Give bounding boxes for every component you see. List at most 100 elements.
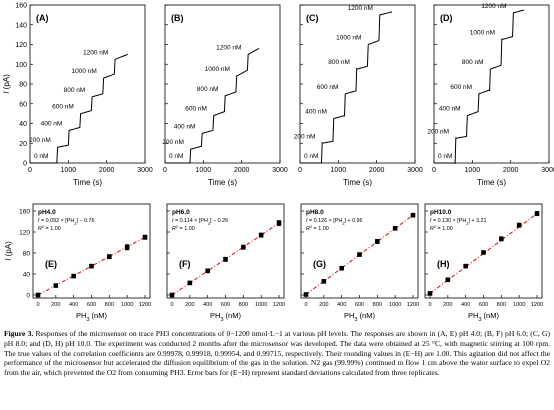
concentration-annotation: 1200 nM xyxy=(348,5,373,12)
y-tick-label: 160 xyxy=(15,3,27,10)
x-tick-label: 200 xyxy=(185,302,194,308)
data-point xyxy=(463,263,468,269)
x-axis-label: Time (s) xyxy=(343,178,372,187)
data-point xyxy=(339,265,344,271)
x-tick-label: 600 xyxy=(87,302,96,308)
x-tick-label: 3000 xyxy=(272,167,288,174)
concentration-annotation: 0 nM xyxy=(169,153,183,160)
data-point xyxy=(303,292,309,297)
figure-caption: Figure 3. Responses of the microsensor o… xyxy=(4,329,550,378)
x-axis-label: Time (s) xyxy=(477,178,506,187)
concentration-annotation: 400 nM xyxy=(41,120,63,127)
y-tick-label: 80 xyxy=(23,251,31,258)
concentration-annotation: 600 nM xyxy=(52,104,74,111)
regression-equation: I = 0.126 × [PH3] + 0.96 xyxy=(306,218,363,226)
data-point xyxy=(142,234,148,240)
x-tick-label: 400 xyxy=(337,302,346,308)
data-point xyxy=(534,211,540,216)
x-tick-label: 1000 xyxy=(331,167,347,174)
data-point xyxy=(258,232,264,238)
x-tick-label: 1000 xyxy=(196,167,212,174)
panel-label: (D) xyxy=(440,13,453,23)
y-axis-label: I (pA) xyxy=(2,74,11,94)
data-point xyxy=(205,268,210,274)
x-tick-label: 2000 xyxy=(99,167,115,174)
data-point xyxy=(187,280,193,286)
data-point xyxy=(71,273,76,279)
x-tick-label: 3000 xyxy=(137,167,153,174)
x-tick-label: 1200 xyxy=(407,302,419,308)
condition-label: pH6.0 xyxy=(172,209,190,216)
x-axis-label: PH3 (nM) xyxy=(344,311,375,323)
concentration-annotation: 1200 nM xyxy=(83,49,108,56)
x-axis-label: Time (s) xyxy=(73,178,102,187)
concentration-annotation: 600 nM xyxy=(185,106,207,113)
x-tick-label: 3000 xyxy=(407,167,423,174)
x-tick-label: 400 xyxy=(461,302,470,308)
x-tick-label: 1000 xyxy=(389,302,401,308)
x-tick-label: 600 xyxy=(221,302,230,308)
y-tick-label: 120 xyxy=(15,42,27,49)
x-tick-label: 800 xyxy=(497,302,506,308)
data-point xyxy=(427,291,433,296)
condition-label: pH8.0 xyxy=(306,209,324,216)
x-tick-label: 1000 xyxy=(513,302,525,308)
x-tick-label: 800 xyxy=(373,302,382,308)
data-point xyxy=(124,244,130,250)
y-axis-label: I (pA) xyxy=(4,241,13,261)
data-point xyxy=(89,263,94,269)
response-trace xyxy=(300,11,393,164)
x-axis-label: PH3 (nM) xyxy=(210,311,241,323)
concentration-annotation: 0 nM xyxy=(34,153,48,160)
x-tick-label: 600 xyxy=(479,302,488,308)
concentration-annotation: 400 nM xyxy=(305,109,327,116)
y-tick-label: 20 xyxy=(19,141,27,148)
y-tick-label: 0 xyxy=(23,161,27,168)
concentration-annotation: 800 nM xyxy=(197,86,219,93)
condition-label: pH4.0 xyxy=(38,209,56,216)
panel-label: (E) xyxy=(45,259,57,269)
concentration-annotation: 800 nM xyxy=(64,87,86,94)
data-point xyxy=(499,236,504,242)
x-tick-label: 200 xyxy=(443,302,452,308)
x-tick-label: 800 xyxy=(105,302,114,308)
concentration-annotation: 0 nM xyxy=(304,153,318,160)
regression-equation: I = 0.130 × [PH3] + 3.21 xyxy=(430,218,487,226)
y-tick-label: 160 xyxy=(19,209,30,216)
panel-label: (A) xyxy=(36,13,49,23)
data-point xyxy=(481,250,486,255)
x-axis-label: PH3 (nM) xyxy=(468,311,499,323)
x-tick-label: 400 xyxy=(69,302,78,308)
x-tick-label: 1200 xyxy=(139,302,151,308)
x-tick-label: 0 xyxy=(163,167,167,174)
x-axis-label: Time (s) xyxy=(208,178,237,187)
r-squared: R2 = 1.00 xyxy=(38,224,61,233)
x-tick-label: 2000 xyxy=(234,167,250,174)
x-tick-label: 1000 xyxy=(465,167,481,174)
x-tick-label: 1200 xyxy=(531,302,543,308)
x-tick-label: 0 xyxy=(428,302,431,308)
x-tick-label: 0 xyxy=(28,167,32,174)
data-point xyxy=(241,244,246,250)
x-tick-label: 2000 xyxy=(369,167,385,174)
x-tick-label: 0 xyxy=(298,167,302,174)
concentration-annotation: 1200 nM xyxy=(216,44,241,51)
panel-label: (F) xyxy=(179,259,191,269)
r-squared: R2 = 1.00 xyxy=(430,224,453,233)
x-tick-label: 2000 xyxy=(503,167,519,174)
concentration-annotation: 200 nM xyxy=(427,128,449,135)
data-point xyxy=(516,222,522,228)
x-tick-label: 600 xyxy=(355,302,364,308)
data-point xyxy=(357,252,362,257)
y-tick-label: 60 xyxy=(19,101,27,108)
r-squared: R2 = 1.00 xyxy=(172,224,195,233)
regression-equation: I = 0.114 × [PH3] − 0.26 xyxy=(172,218,228,226)
concentration-annotation: 400 nM xyxy=(174,123,196,130)
concentration-annotation: 200 nM xyxy=(294,133,316,140)
x-tick-label: 200 xyxy=(51,302,60,308)
x-tick-label: 400 xyxy=(203,302,212,308)
data-point xyxy=(375,239,380,244)
data-point xyxy=(410,212,416,218)
concentration-annotation: 800 nM xyxy=(328,59,350,66)
